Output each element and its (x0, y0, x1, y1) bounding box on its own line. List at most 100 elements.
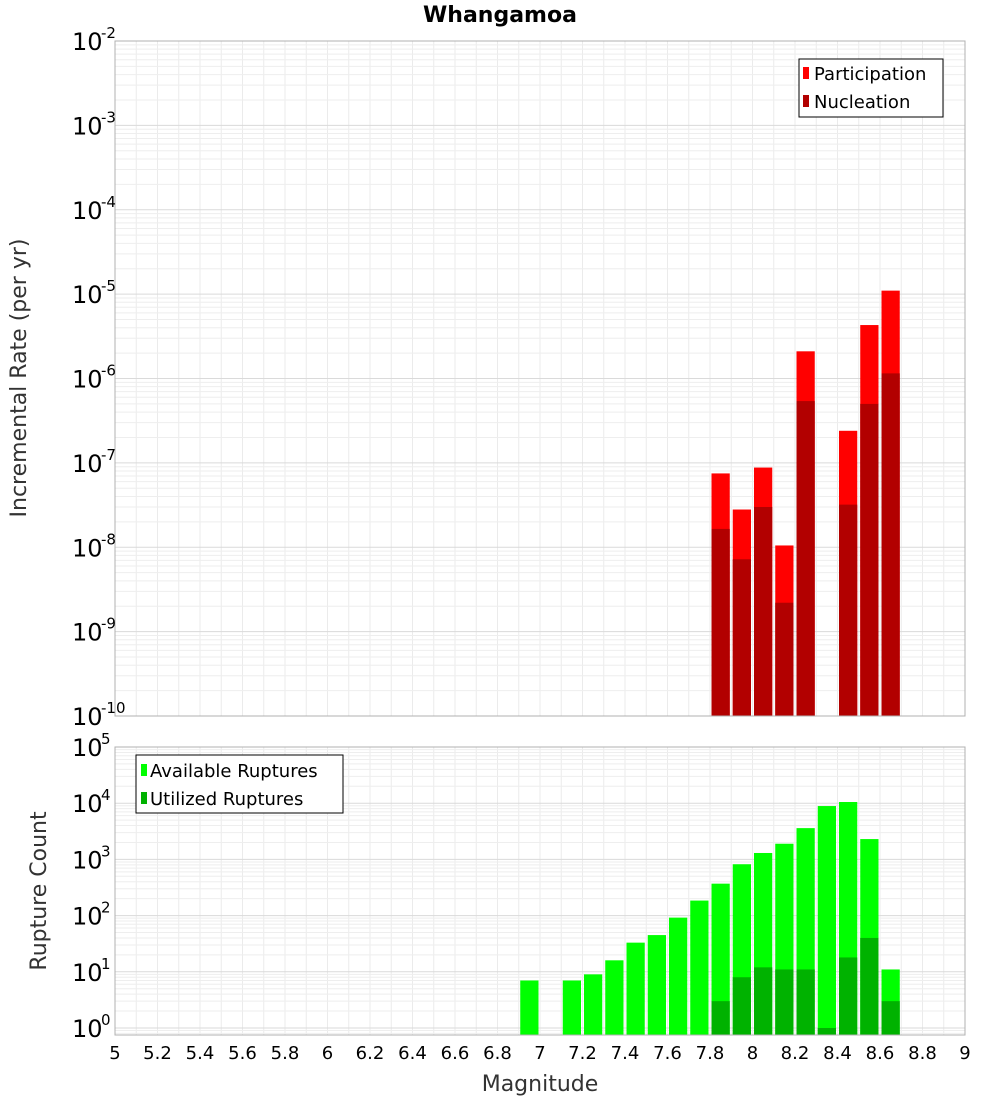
x-axis-label: Magnitude (482, 1072, 599, 1097)
rate-y-tick-exp: -10 (101, 699, 126, 717)
x-tick-label: 7.4 (611, 1043, 640, 1064)
x-tick-label: 7.6 (653, 1043, 682, 1064)
rate-panel: 10-210-310-410-510-610-710-810-910-10 In… (7, 24, 966, 731)
count-bar-available-ruptures (605, 960, 624, 1035)
count-y-tick-exp: 1 (101, 955, 111, 973)
count-bar-available-ruptures (669, 917, 688, 1035)
x-tick-label: 7.2 (568, 1043, 597, 1064)
rate-legend: Participation Nucleation (798, 58, 944, 118)
x-tick-label: 8.2 (781, 1043, 810, 1064)
count-y-tick-base: 10 (72, 959, 103, 987)
x-tick-label: 6.6 (441, 1043, 470, 1064)
x-tick-label: 8.6 (866, 1043, 895, 1064)
rate-bar-nucleation (839, 504, 858, 716)
x-tick-label: 7.8 (696, 1043, 725, 1064)
x-tick-label: 9 (959, 1043, 970, 1064)
count-bar-available-ruptures (690, 900, 709, 1035)
rate-y-tick-base: 10 (72, 281, 103, 309)
rate-y-tick-exp: -3 (101, 108, 116, 126)
rate-y-tick-base: 10 (72, 28, 103, 56)
x-tick-label: 5.2 (143, 1043, 172, 1064)
rate-plot-frame (114, 40, 966, 717)
count-y-tick-exp: 4 (101, 786, 111, 804)
count-y-tick-exp: 5 (101, 730, 111, 748)
utilized-legend-label: Utilized Ruptures (150, 789, 303, 810)
rate-y-tick-base: 10 (72, 534, 103, 562)
count-y-tick-base: 10 (72, 790, 103, 818)
x-tick-label: 8 (747, 1043, 758, 1064)
x-tick-label: 5 (109, 1043, 120, 1064)
x-tick-label: 6 (322, 1043, 333, 1064)
x-tick-label: 8.8 (908, 1043, 937, 1064)
count-bar-available-ruptures (817, 806, 836, 1035)
nucleation-legend-swatch (803, 95, 809, 107)
rate-y-tick-exp: -6 (101, 362, 116, 380)
rate-bar-nucleation (732, 559, 751, 716)
count-legend-box (135, 754, 344, 814)
available-legend-label: Available Ruptures (150, 761, 318, 782)
count-y-axis-label: Rupture Count (27, 811, 52, 971)
rate-bar-nucleation (754, 506, 773, 716)
available-legend-swatch (141, 764, 147, 776)
rate-bars (711, 290, 900, 716)
x-tick-labels: 5 5.2 5.4 5.6 5.8 6 6.2 6.4 6.6 6.8 7 7.2 7.4 7.6 7.8 8… (109, 1043, 970, 1064)
rate-y-tick-exp: -4 (101, 193, 116, 211)
count-y-tick-base: 10 (72, 734, 103, 762)
rate-y-tick-exp: -5 (101, 277, 116, 295)
rate-y-tick-base: 10 (72, 366, 103, 394)
count-bar-available-ruptures (584, 974, 603, 1035)
count-bar-available-ruptures (647, 935, 666, 1035)
rate-y-tick-base: 10 (72, 197, 103, 225)
count-bar-utilized-ruptures (732, 977, 751, 1035)
rate-bar-nucleation (711, 528, 730, 716)
rate-y-tick-base: 10 (72, 703, 103, 731)
x-tick-label: 6.8 (483, 1043, 512, 1064)
rate-y-tick-exp: -9 (101, 615, 116, 633)
rate-y-tick-base: 10 (72, 112, 103, 140)
count-bar-utilized-ruptures (711, 1001, 730, 1035)
x-tick-label: 5.4 (186, 1043, 215, 1064)
count-bars (520, 802, 900, 1035)
count-y-tick-exp: 2 (101, 899, 111, 917)
count-y-tick-exp: 3 (101, 842, 111, 860)
rate-y-tick-exp: -2 (101, 24, 116, 42)
x-tick-label: 6.2 (356, 1043, 385, 1064)
participation-legend-swatch (803, 67, 809, 79)
chart-title: Whangamoa (423, 3, 577, 28)
rate-grid (115, 41, 965, 717)
x-tick-label: 7 (534, 1043, 545, 1064)
rate-y-tick-exp: -8 (101, 530, 116, 548)
participation-legend-label: Participation (814, 64, 926, 85)
count-bar-utilized-ruptures (796, 969, 815, 1035)
count-y-tick-exp: 0 (101, 1011, 111, 1029)
x-tick-label: 6.4 (398, 1043, 427, 1064)
rate-bar-nucleation (775, 602, 794, 716)
count-bar-available-ruptures (711, 883, 730, 1035)
count-bar-utilized-ruptures (881, 1001, 900, 1035)
rate-y-tick-exp: -7 (101, 446, 116, 464)
rate-y-tick-base: 10 (72, 450, 103, 478)
rate-y-tick-base: 10 (72, 619, 103, 647)
rate-bar-nucleation (860, 403, 879, 716)
count-legend: Available Ruptures Utilized Ruptures (135, 754, 344, 814)
rate-y-ticks: 10-210-310-410-510-610-710-810-910-10 (72, 24, 126, 731)
x-tick-label: 8.4 (823, 1043, 852, 1064)
rate-y-axis-label: Incremental Rate (per yr) (7, 239, 32, 518)
utilized-legend-swatch (141, 792, 147, 804)
rate-bar-nucleation (796, 401, 815, 716)
count-y-tick-base: 10 (72, 846, 103, 874)
nucleation-legend-label: Nucleation (814, 92, 910, 113)
count-bar-utilized-ruptures (775, 969, 794, 1035)
count-bar-available-ruptures (562, 980, 581, 1035)
count-y-tick-base: 10 (72, 903, 103, 931)
rate-bar-nucleation (881, 373, 900, 716)
count-bar-utilized-ruptures (817, 1027, 836, 1035)
count-bar-available-ruptures (520, 980, 539, 1035)
count-y-tick-base: 10 (72, 1015, 103, 1043)
count-bar-utilized-ruptures (839, 957, 858, 1035)
count-plot-frame (114, 746, 966, 1036)
count-bar-available-ruptures (626, 942, 645, 1035)
